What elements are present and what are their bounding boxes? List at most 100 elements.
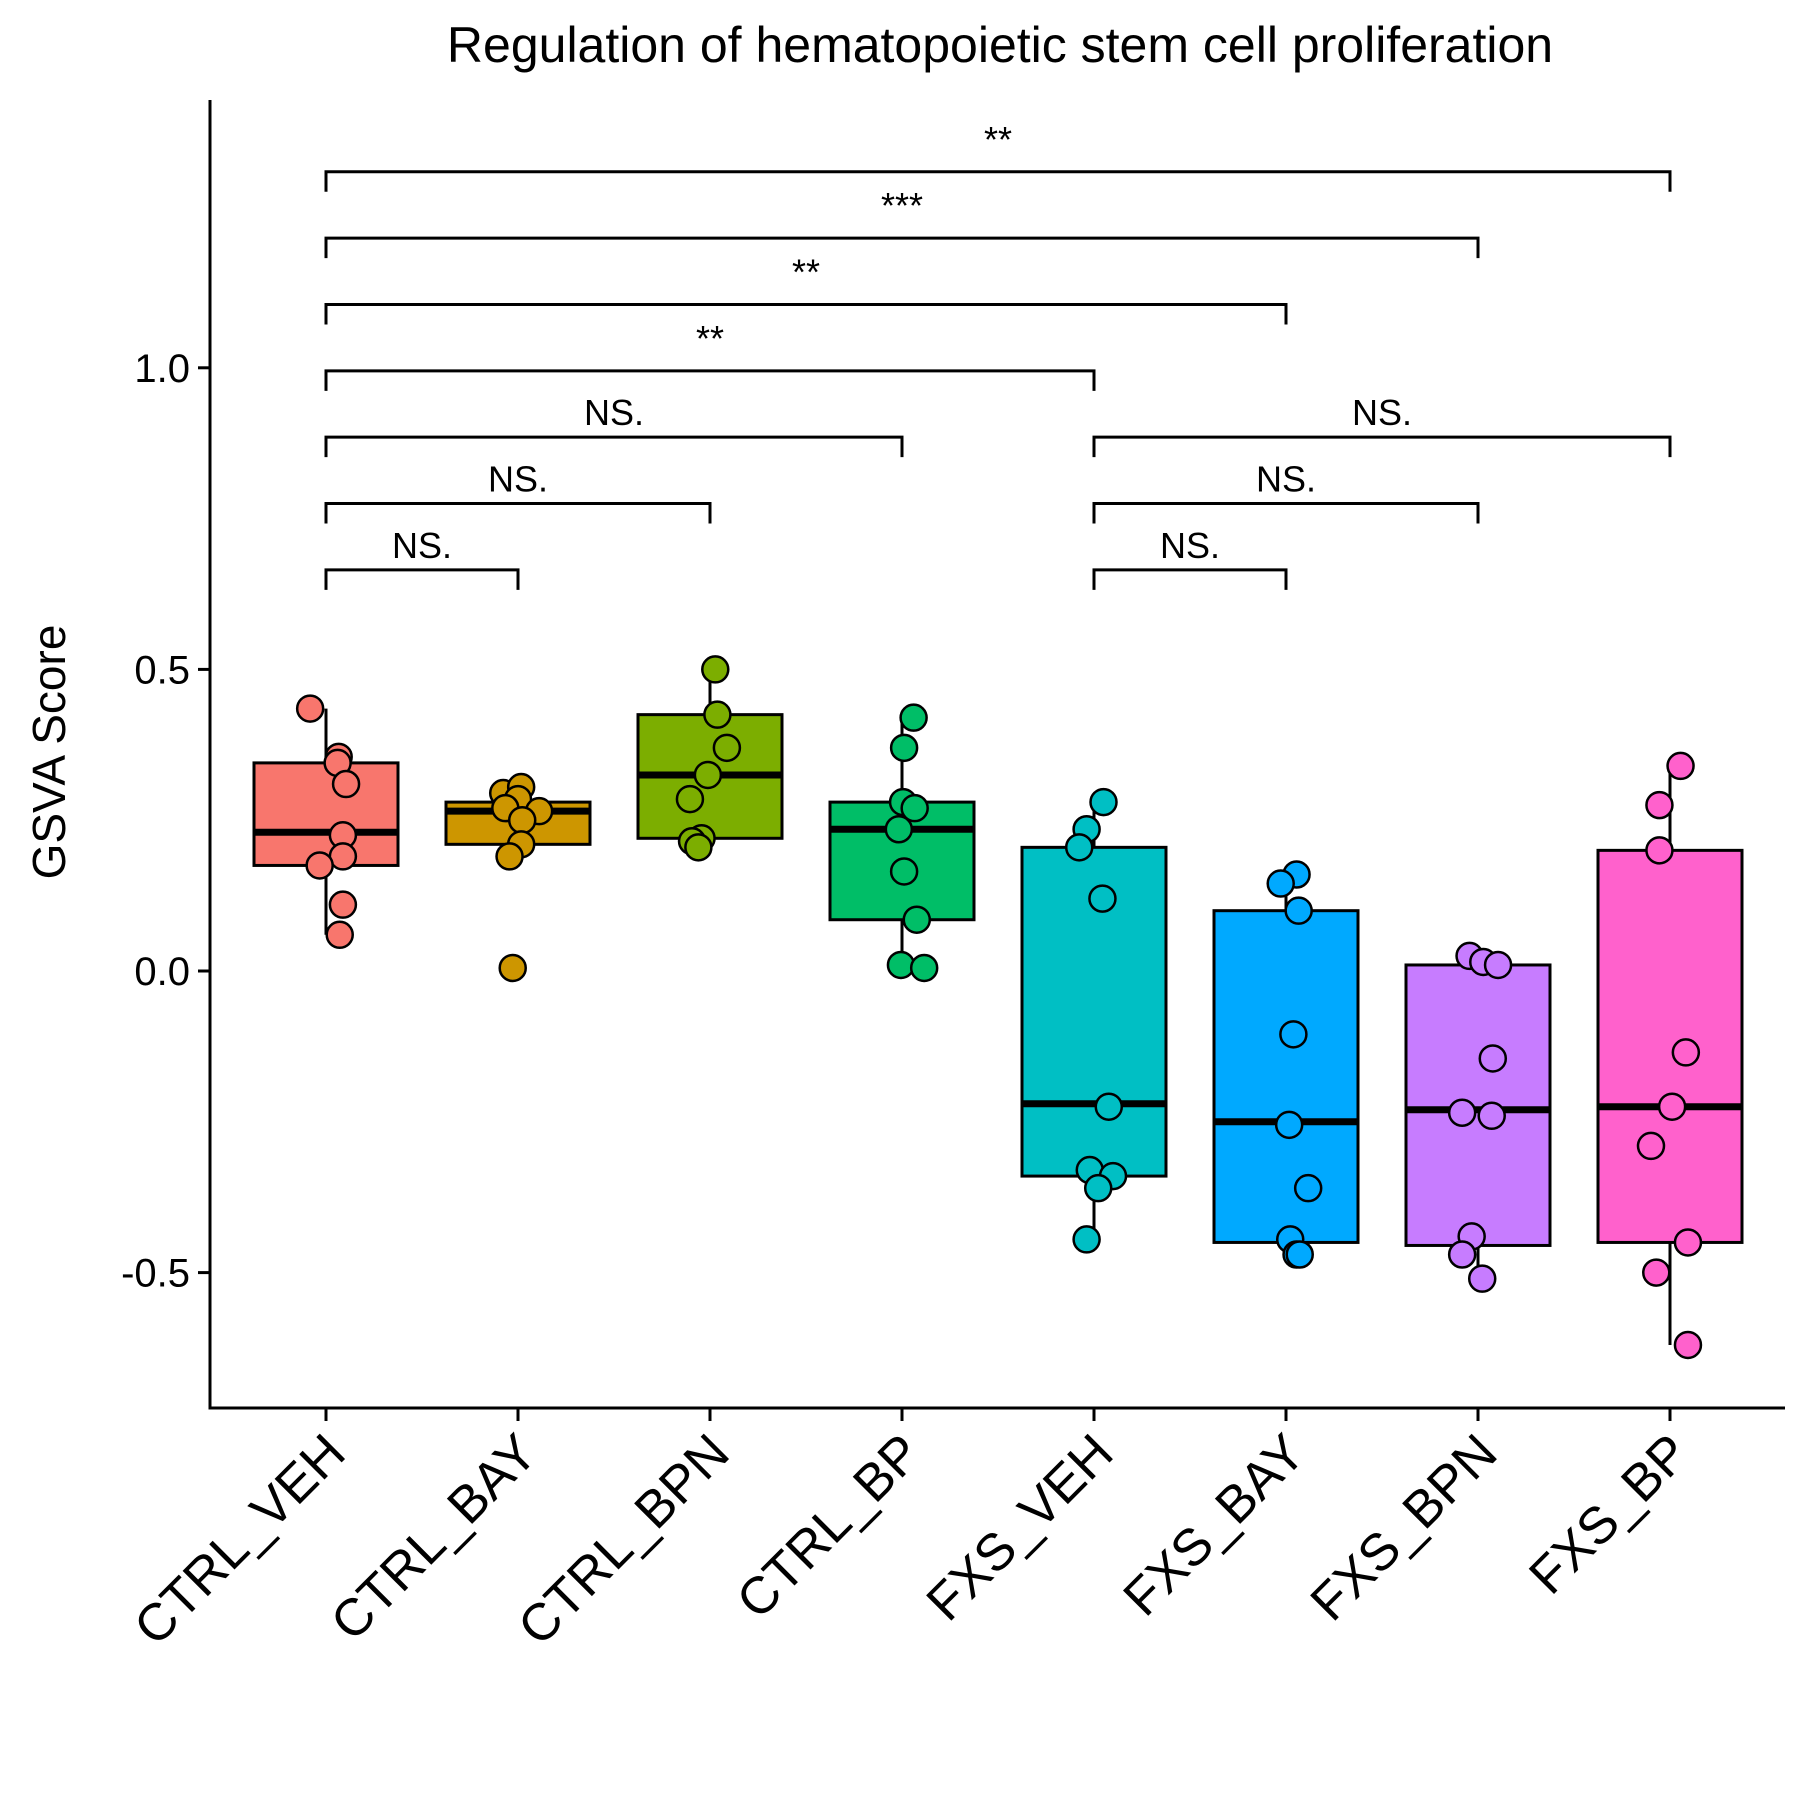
data-point (1477, 1101, 1506, 1131)
data-point (1657, 1092, 1687, 1121)
data-point (1673, 1330, 1703, 1360)
box (252, 761, 400, 867)
bracket-line (324, 369, 1096, 391)
data-point (1088, 884, 1117, 913)
data-point (684, 833, 713, 862)
comparison-bracket: NS. (1092, 392, 1672, 458)
box-group-fxs-bay (1212, 860, 1360, 1269)
box-group-fxs-bp (1596, 751, 1744, 1360)
data-point (325, 920, 354, 950)
data-point (507, 805, 537, 835)
data-point (1673, 1228, 1703, 1257)
plot-area: -0.50.00.51.0CTRL_VEHCTRL_BAYCTRL_BPNCTR… (121, 100, 1785, 1657)
comparison-bracket: ** (324, 318, 1096, 391)
data-point (328, 890, 358, 919)
x-tick-label: FXS_BPN (1300, 1423, 1509, 1632)
data-point (693, 760, 723, 790)
comparison-bracket: NS. (1092, 459, 1480, 524)
data-point (1645, 836, 1674, 865)
data-point (900, 793, 929, 823)
data-point (1094, 1092, 1124, 1121)
comparison-bracket: NS. (324, 392, 904, 458)
data-point (1072, 1225, 1101, 1254)
x-tick-label: FXS_VEH (916, 1423, 1125, 1632)
x-tick-label: CTRL_VEH (123, 1423, 356, 1656)
chart-title: Regulation of hematopoietic stem cell pr… (447, 17, 1553, 73)
data-point (295, 694, 325, 723)
data-point (909, 953, 939, 983)
box-group-fxs-veh (1020, 787, 1168, 1254)
box-group-ctrl-veh (252, 694, 400, 950)
bracket-line (324, 502, 712, 524)
x-tick-label: FXS_BP (1518, 1423, 1700, 1605)
data-point (899, 703, 928, 732)
significance-label: NS. (1160, 525, 1220, 566)
y-tick-label: -0.5 (121, 1252, 190, 1296)
bracket-line (324, 170, 1672, 192)
comparison-bracket: NS. (324, 459, 712, 524)
data-point (1279, 1020, 1308, 1049)
comparison-bracket: ** (324, 119, 1672, 192)
y-axis-label: GSVA Score (23, 625, 75, 880)
x-tick-label: CTRL_BP (726, 1423, 933, 1630)
x-tick-label: FXS_BAY (1113, 1423, 1317, 1627)
bracket-line (324, 568, 520, 590)
data-point (1293, 1173, 1323, 1203)
significance-label: ** (792, 251, 820, 292)
y-tick-label: 0.0 (134, 950, 190, 994)
data-point (1083, 1173, 1113, 1203)
significance-label: ** (984, 119, 1012, 160)
data-point (703, 700, 732, 729)
y-tick-label: 1.0 (134, 347, 190, 391)
significance-label: *** (881, 185, 923, 226)
data-point (902, 905, 932, 934)
comparison-bracket: NS. (1092, 525, 1288, 590)
data-point (1447, 1240, 1477, 1269)
data-point (1447, 1098, 1477, 1128)
data-point (1642, 1258, 1671, 1287)
bracket-line (1092, 502, 1480, 524)
box (1596, 848, 1744, 1244)
significance-label: NS. (1256, 459, 1316, 500)
data-point (1274, 1110, 1304, 1140)
data-point (305, 851, 334, 880)
data-point (1483, 950, 1513, 980)
data-point (1285, 1240, 1314, 1269)
data-point (1467, 1264, 1497, 1293)
data-point (1284, 896, 1313, 925)
significance-label: NS. (488, 459, 548, 500)
comparison-bracket: NS. (324, 525, 520, 590)
bracket-line (1092, 435, 1672, 458)
data-point (884, 814, 914, 844)
data-point (712, 733, 742, 763)
bracket-line (324, 435, 904, 458)
significance-label: ** (696, 318, 724, 359)
data-point (1671, 1038, 1701, 1067)
bracket-line (1092, 568, 1288, 590)
data-point (1478, 1044, 1508, 1073)
data-point (889, 857, 919, 886)
data-point (495, 842, 524, 871)
data-point (1666, 751, 1695, 781)
box-group-fxs-bpn (1404, 941, 1552, 1293)
data-point (675, 784, 705, 814)
data-point (1636, 1131, 1666, 1161)
data-point (1089, 787, 1118, 817)
data-point (498, 953, 527, 983)
bracket-line (324, 236, 1480, 259)
y-tick-label: 0.5 (134, 648, 190, 692)
data-point (1266, 869, 1295, 898)
significance-label: NS. (1352, 392, 1412, 433)
data-point (331, 769, 361, 799)
significance-label: NS. (584, 392, 644, 433)
data-point (1064, 833, 1094, 862)
box-group-ctrl-bp (828, 703, 976, 983)
data-point (889, 733, 919, 763)
significance-label: NS. (392, 525, 452, 566)
comparison-bracket: ** (324, 251, 1288, 325)
data-point (1645, 790, 1674, 820)
bracket-line (324, 302, 1288, 325)
box (1404, 963, 1552, 1247)
data-point (886, 950, 916, 980)
